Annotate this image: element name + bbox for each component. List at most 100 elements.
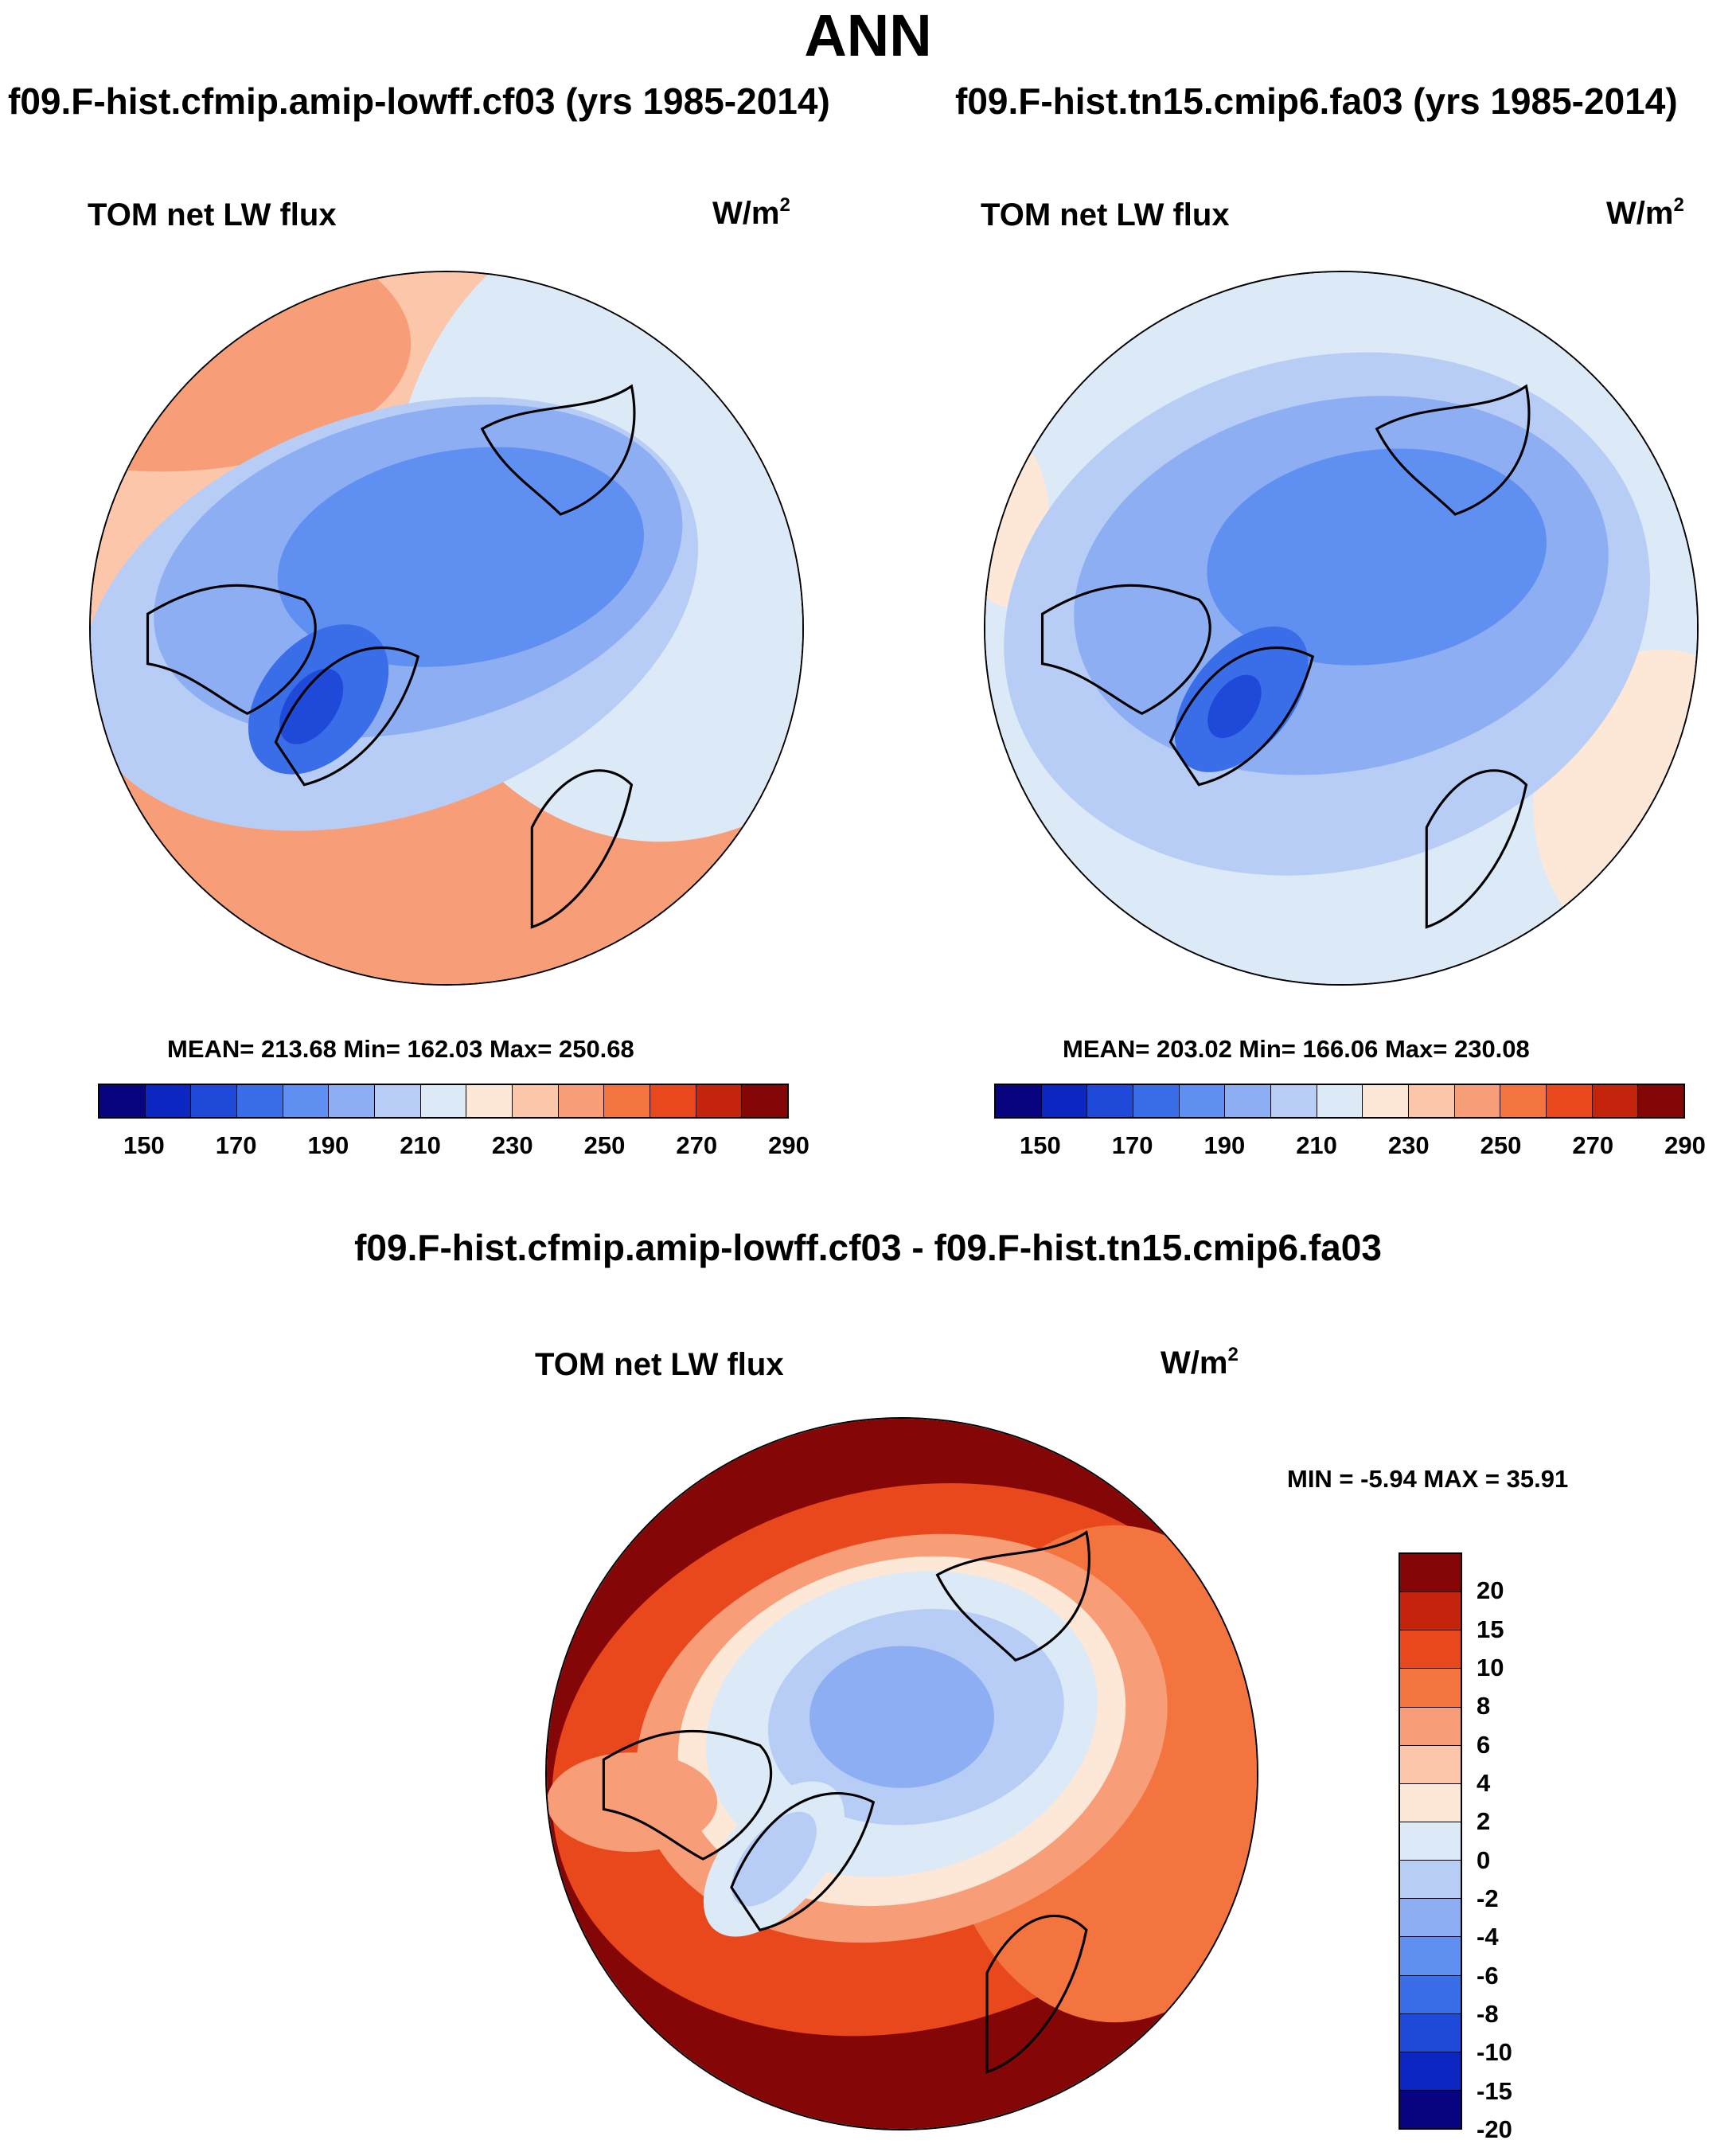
map-level	[279, 668, 344, 744]
colorbar-tick-label: 230	[491, 1131, 533, 1159]
colorbar-swatch	[1638, 1085, 1684, 1117]
colorbar-swatch	[996, 1085, 1042, 1117]
panel2-units-label: W/m2	[1606, 194, 1684, 231]
colorbar-swatch	[1363, 1085, 1410, 1117]
colorbar-tick-label: -20	[1477, 2115, 1512, 2143]
colorbar-swatch	[145, 1085, 192, 1117]
map-level	[277, 447, 644, 667]
colorbar-tick-label: 8	[1477, 1692, 1491, 1720]
colorbar-swatch	[1500, 1085, 1547, 1117]
colorbar-tick-label: 150	[1019, 1131, 1061, 1159]
colorbar-swatch	[191, 1085, 238, 1117]
colorbar-swatch	[1133, 1085, 1180, 1117]
panel1-units-label: W/m2	[712, 194, 790, 231]
diff-stats: MIN = -5.94 MAX = 35.91	[1287, 1465, 1569, 1493]
panel2-stats: MEAN= 203.02 Min= 166.06 Max= 230.08	[1063, 1035, 1530, 1063]
colorbar-tick-label: -2	[1477, 1884, 1499, 1912]
colorbar-swatch	[1400, 1630, 1461, 1670]
map-level	[809, 1646, 994, 1788]
colorbar-tick-label: -10	[1477, 2038, 1512, 2067]
colorbar-tick-label: 290	[1664, 1131, 1706, 1159]
colorbar-swatch	[696, 1085, 743, 1117]
colorbar-swatch	[283, 1085, 330, 1117]
diff-variable-label: TOM net LW flux	[535, 1347, 784, 1382]
colorbar-tick-label: 170	[1111, 1131, 1153, 1159]
diff-units-label: W/m2	[1161, 1344, 1239, 1381]
colorbar-tick-label: 6	[1477, 1730, 1491, 1759]
colorbar-swatch	[650, 1085, 696, 1117]
diff-colorbar	[1399, 1552, 1462, 2130]
colorbar-swatch	[420, 1085, 467, 1117]
colorbar-swatch	[1400, 1937, 1461, 1976]
colorbar-swatch	[1400, 1975, 1461, 2014]
colorbar-swatch	[1271, 1085, 1317, 1117]
colorbar-tick-label: 190	[1203, 1131, 1246, 1159]
colorbar-swatch	[1400, 1707, 1461, 1746]
figure-title: ANN	[804, 2, 932, 68]
colorbar-swatch	[466, 1085, 513, 1117]
colorbar-swatch	[1400, 1554, 1461, 1593]
colorbar-swatch	[1400, 1745, 1461, 1784]
colorbar-tick-label: 4	[1477, 1769, 1491, 1797]
colorbar-tick-label: 2	[1477, 1807, 1491, 1836]
colorbar-swatch	[375, 1085, 421, 1117]
map-level	[731, 1811, 817, 1907]
colorbar-tick-label: 190	[307, 1131, 349, 1159]
diff-title: f09.F-hist.cfmip.amip-lowff.cf03 - f09.F…	[354, 1227, 1382, 1268]
colorbar-swatch	[1041, 1085, 1088, 1117]
panel1-colorbar	[98, 1084, 789, 1119]
colorbar-swatch	[558, 1085, 605, 1117]
colorbar-swatch	[1400, 1783, 1461, 1822]
colorbar-swatch	[1409, 1085, 1455, 1117]
map-level	[1207, 448, 1547, 666]
colorbar-swatch	[1087, 1085, 1134, 1117]
panel1-stats: MEAN= 213.68 Min= 162.03 Max= 250.68	[167, 1035, 634, 1063]
colorbar-swatch	[1547, 1085, 1593, 1117]
colorbar-swatch	[1400, 2013, 1461, 2052]
diff-polar-map	[545, 1417, 1258, 2130]
colorbar-swatch	[604, 1085, 651, 1117]
colorbar-swatch	[1400, 2052, 1461, 2091]
colorbar-tick-label: -4	[1477, 1923, 1499, 1951]
colorbar-swatch	[1179, 1085, 1226, 1117]
colorbar-tick-label: 210	[400, 1131, 441, 1159]
colorbar-tick-label: -15	[1477, 2076, 1512, 2105]
panel2-polar-map	[984, 271, 1699, 986]
colorbar-tick-label: -6	[1477, 1961, 1499, 1990]
colorbar-tick-label: 270	[676, 1131, 718, 1159]
colorbar-swatch	[1225, 1085, 1272, 1117]
colorbar-swatch	[1592, 1085, 1639, 1117]
colorbar-swatch	[1400, 1669, 1461, 1708]
colorbar-tick-label: 170	[215, 1131, 257, 1159]
panel2-colorbar	[994, 1084, 1685, 1119]
case2-title: f09.F-hist.tn15.cmip6.fa03 (yrs 1985-201…	[955, 80, 1678, 122]
colorbar-swatch	[329, 1085, 376, 1117]
colorbar-swatch	[1400, 1861, 1461, 1900]
colorbar-swatch	[237, 1085, 283, 1117]
colorbar-tick-label: -8	[1477, 2000, 1499, 2028]
colorbar-tick-label: 0	[1477, 1845, 1491, 1874]
colorbar-tick-label: 150	[123, 1131, 165, 1159]
panel2-variable-label: TOM net LW flux	[981, 197, 1230, 232]
colorbar-swatch	[513, 1085, 559, 1117]
colorbar-swatch	[1400, 1899, 1461, 1938]
colorbar-swatch	[742, 1085, 788, 1117]
colorbar-swatch	[1400, 1822, 1461, 1861]
map-level	[547, 1752, 718, 1853]
panel1-variable-label: TOM net LW flux	[88, 197, 337, 232]
case1-title: f09.F-hist.cfmip.amip-lowff.cf03 (yrs 19…	[8, 80, 830, 122]
colorbar-tick-label: 210	[1296, 1131, 1337, 1159]
map-level	[1207, 674, 1262, 739]
colorbar-tick-label: 250	[583, 1131, 626, 1159]
colorbar-tick-label: 20	[1477, 1576, 1504, 1605]
colorbar-tick-label: 10	[1477, 1654, 1504, 1681]
colorbar-swatch	[1400, 2090, 1461, 2129]
colorbar-tick-label: 290	[768, 1131, 809, 1159]
colorbar-tick-label: 270	[1572, 1131, 1614, 1159]
colorbar-tick-label: 250	[1480, 1131, 1522, 1159]
panel1-polar-map	[89, 271, 804, 986]
colorbar-tick-label: 230	[1387, 1131, 1430, 1159]
colorbar-swatch	[1317, 1085, 1363, 1117]
colorbar-swatch	[1454, 1085, 1501, 1117]
colorbar-swatch	[1400, 1592, 1461, 1631]
